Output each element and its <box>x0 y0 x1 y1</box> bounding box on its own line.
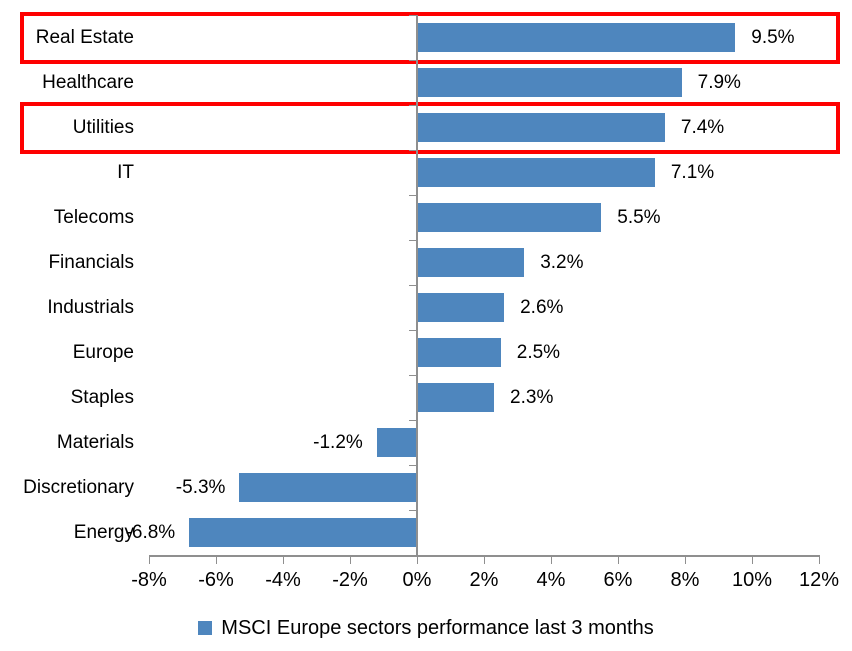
x-tick-label: 10% <box>731 569 773 591</box>
value-label: 2.3% <box>510 387 554 408</box>
category-axis-tick <box>409 285 416 286</box>
category-label: Real Estate <box>35 27 134 48</box>
x-tick-label: -6% <box>198 569 234 591</box>
category-label: Telecoms <box>53 207 134 228</box>
value-label: 7.1% <box>670 162 715 183</box>
category-axis-tick <box>409 420 416 421</box>
category-label: Utilities <box>72 117 134 138</box>
legend: MSCI Europe sectors performance last 3 m… <box>0 611 852 645</box>
value-label: -5.3% <box>175 477 226 498</box>
value-label: 5.5% <box>617 207 661 228</box>
value-label: -1.2% <box>313 432 363 453</box>
category-axis-tick <box>409 375 416 376</box>
value-label: -6.8% <box>125 522 176 543</box>
value-label: 3.2% <box>540 252 584 273</box>
value-label: 2.5% <box>516 342 561 363</box>
category-label: Healthcare <box>42 72 134 93</box>
x-tick-label: 12% <box>798 569 840 591</box>
category-label: IT <box>117 162 134 183</box>
legend-marker-icon <box>198 621 213 635</box>
x-tick-label: 0% <box>402 569 432 591</box>
category-label: Financials <box>48 252 134 273</box>
value-axis-tick <box>216 557 217 564</box>
category-label: Energy <box>73 522 134 543</box>
value-axis-line <box>149 555 820 557</box>
value-axis-tick <box>618 557 619 564</box>
value-label: 7.4% <box>680 117 725 138</box>
bar <box>417 68 682 97</box>
value-label: 2.6% <box>520 297 564 318</box>
category-axis-tick <box>409 150 416 151</box>
category-axis-tick <box>409 60 416 61</box>
category-label: Europe <box>72 342 134 363</box>
category-label: Industrials <box>47 297 134 318</box>
value-label: 7.9% <box>697 72 741 93</box>
bar <box>417 338 501 367</box>
highlight-box-real-estate <box>20 12 840 64</box>
x-tick-label: 8% <box>670 569 700 591</box>
value-label: 9.5% <box>751 27 795 48</box>
category-label: Discretionary <box>23 477 134 498</box>
value-axis-tick <box>685 557 686 564</box>
highlight-box-utilities <box>20 102 840 154</box>
category-axis-tick <box>409 465 416 466</box>
value-axis-tick <box>350 557 351 564</box>
value-axis-tick <box>283 557 284 564</box>
value-axis-tick <box>417 557 418 564</box>
x-tick-label: -2% <box>332 569 368 591</box>
value-axis-tick <box>484 557 485 564</box>
bar <box>417 203 602 232</box>
bar <box>417 23 736 52</box>
value-axis-tick <box>551 557 552 564</box>
category-label: Materials <box>56 432 134 453</box>
value-axis-tick <box>149 557 150 564</box>
category-axis-tick <box>409 330 416 331</box>
value-axis-tick <box>752 557 753 564</box>
category-axis-tick <box>409 105 416 106</box>
category-axis-tick <box>409 240 416 241</box>
bar <box>417 113 665 142</box>
category-axis-line <box>416 15 418 555</box>
bar <box>417 158 655 187</box>
category-axis-tick <box>409 510 416 511</box>
value-axis-tick <box>819 557 820 564</box>
bar <box>417 383 495 412</box>
x-tick-label: 2% <box>469 569 499 591</box>
bar <box>239 473 417 502</box>
x-tick-label: 4% <box>536 569 566 591</box>
bar <box>376 428 417 457</box>
legend-label: MSCI Europe sectors performance last 3 m… <box>221 616 654 639</box>
bar <box>417 248 525 277</box>
category-axis-tick <box>409 15 416 16</box>
x-tick-label: 6% <box>603 569 633 591</box>
bar <box>417 293 505 322</box>
x-tick-label: -4% <box>265 569 301 591</box>
category-label: Staples <box>70 387 134 408</box>
category-axis-tick <box>409 195 416 196</box>
x-tick-label: -8% <box>131 569 167 591</box>
bar <box>189 518 417 547</box>
